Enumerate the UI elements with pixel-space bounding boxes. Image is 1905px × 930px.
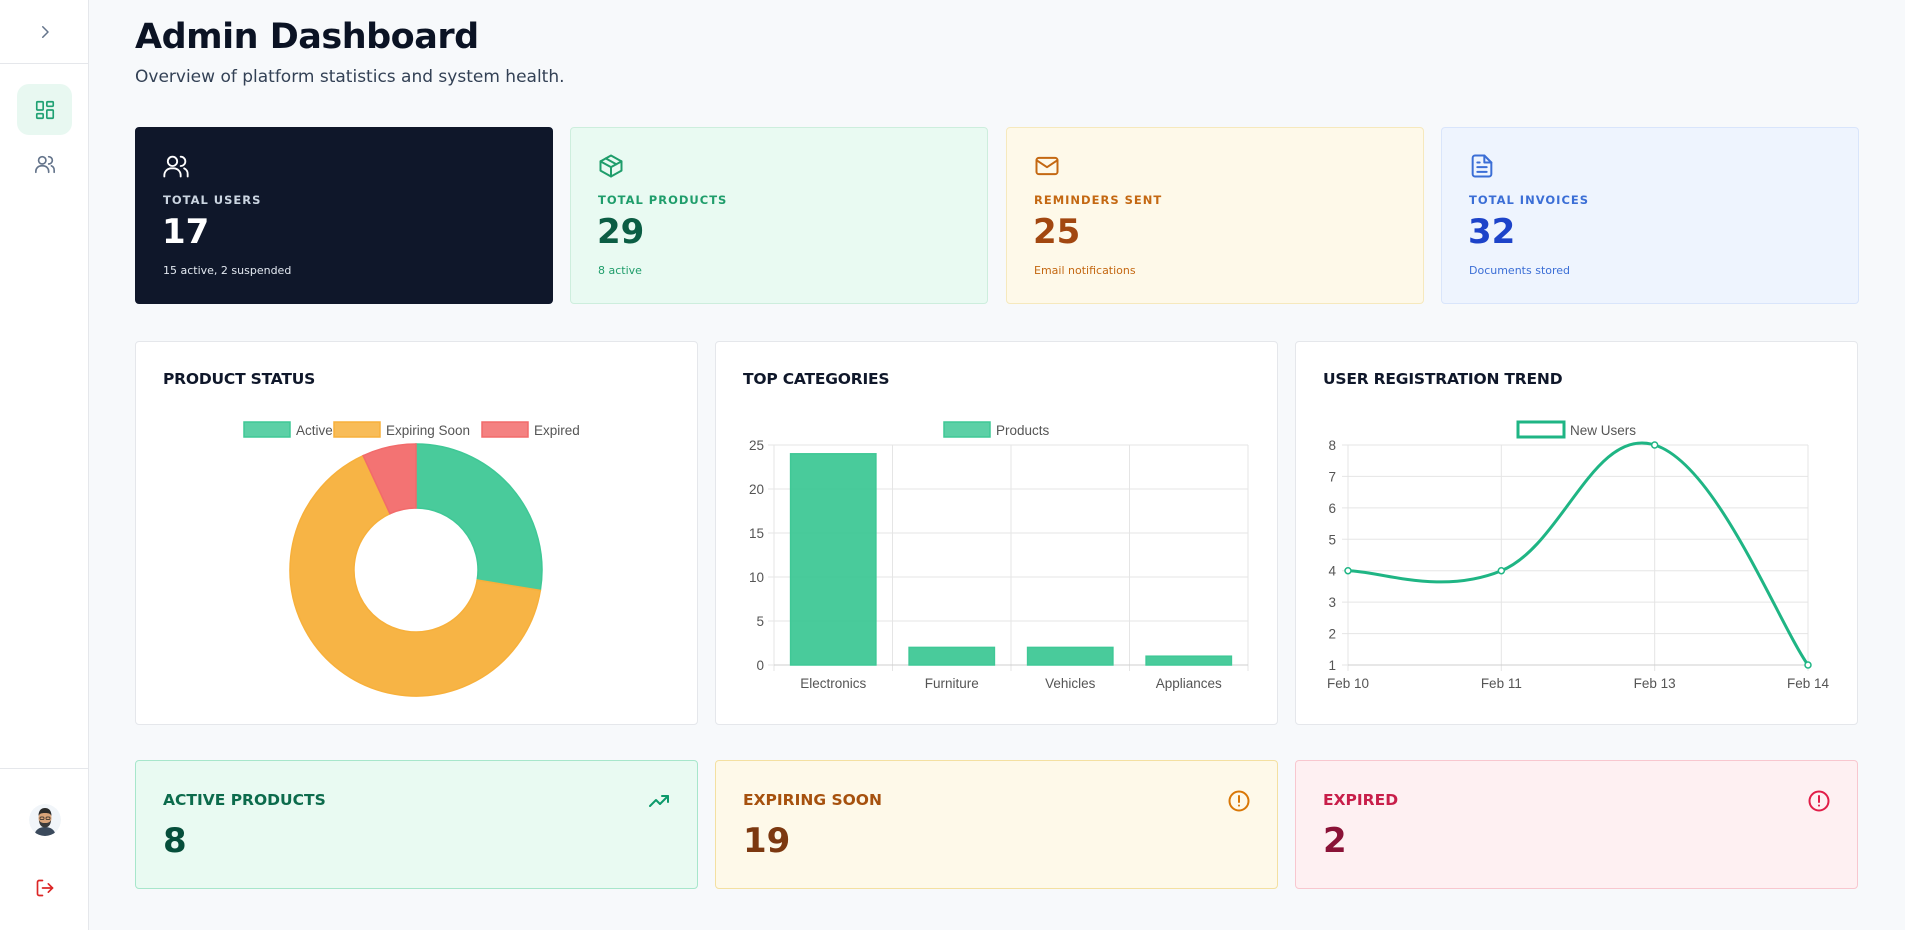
logout-button[interactable] xyxy=(30,873,60,903)
legend-label: Expiring Soon xyxy=(386,423,470,438)
stat-subtext: Documents stored xyxy=(1469,264,1571,277)
y-tick-label: 25 xyxy=(749,438,764,453)
panel-product-status: PRODUCT STATUS Active Expiring Soon Expire… xyxy=(135,341,698,725)
sidebar-footer xyxy=(0,768,89,930)
x-tick-label: Feb 10 xyxy=(1327,676,1369,691)
alert-circle-icon xyxy=(1228,790,1250,812)
legend-swatch xyxy=(943,421,991,438)
sidebar-item-dashboard[interactable] xyxy=(17,84,72,135)
avatar-image xyxy=(29,804,61,836)
bar-vehicles xyxy=(1026,646,1114,666)
stat-label: TOTAL USERS xyxy=(163,193,262,207)
panel-title: TOP CATEGORIES xyxy=(743,370,890,388)
series-line-new-users xyxy=(1347,441,1810,666)
x-tick-label: Feb 13 xyxy=(1634,676,1676,691)
chevron-right-icon xyxy=(41,25,49,38)
stat-card-total-products: TOTAL PRODUCTS 29 8 active xyxy=(570,127,988,304)
legend-swatch xyxy=(333,421,381,438)
bar-appliances xyxy=(1145,655,1233,666)
stat-card-reminders-sent: REMINDERS SENT 25 Email notifications xyxy=(1006,127,1424,304)
x-tick-label: Vehicles xyxy=(1045,676,1096,691)
status-label: EXPIRING SOON xyxy=(743,791,882,809)
legend-swatch xyxy=(1516,420,1566,439)
x-tick-label: Furniture xyxy=(925,676,979,691)
doughnut-slice-expiring-soon xyxy=(289,454,542,697)
stat-value: 25 xyxy=(1033,212,1081,252)
user-avatar[interactable] xyxy=(29,804,61,836)
y-tick-label: 15 xyxy=(749,526,764,541)
y-tick-label: 5 xyxy=(756,614,764,629)
stat-label: REMINDERS SENT xyxy=(1034,193,1163,207)
mail-icon xyxy=(1035,156,1059,176)
y-tick-label: 1 xyxy=(1328,658,1336,673)
x-tick-label: Electronics xyxy=(800,676,866,691)
stat-subtext: 15 active, 2 suspended xyxy=(163,264,292,277)
file-text-icon xyxy=(1471,154,1493,178)
panel-title: USER REGISTRATION TREND xyxy=(1323,370,1563,388)
stat-value: 32 xyxy=(1468,212,1516,252)
legend-label: New Users xyxy=(1570,423,1636,438)
data-point xyxy=(1650,441,1659,449)
legend-label: Expired xyxy=(534,423,580,438)
bar-furniture xyxy=(908,646,996,666)
y-tick-label: 10 xyxy=(749,570,764,585)
panel-registration-trend: USER REGISTRATION TREND New Users 1 2 3 4 5 6 7… xyxy=(1295,341,1858,725)
stat-label: TOTAL INVOICES xyxy=(1469,193,1590,207)
data-point xyxy=(1804,661,1812,669)
y-tick-label: 6 xyxy=(1328,501,1336,516)
status-card-expired: EXPIRED 2 xyxy=(1295,760,1858,889)
y-tick-label: 2 xyxy=(1328,627,1336,642)
alert-circle-icon xyxy=(1808,790,1830,812)
package-icon xyxy=(599,154,623,178)
status-label: ACTIVE PRODUCTS xyxy=(163,791,326,809)
stat-value: 17 xyxy=(162,212,210,252)
legend-swatch xyxy=(481,421,529,438)
top-categories-bar-chart: Products 0 5 10 15 20 25 Electronics Furniture Ve… xyxy=(749,421,1249,691)
doughnut-slice-expired xyxy=(362,443,417,515)
y-tick-label: 4 xyxy=(1328,564,1336,579)
logout-icon xyxy=(36,879,54,897)
product-status-doughnut-chart: Active Expiring Soon Expired xyxy=(243,421,580,697)
x-tick-label: Feb 14 xyxy=(1787,676,1830,691)
status-value: 8 xyxy=(163,821,187,861)
stat-label: TOTAL PRODUCTS xyxy=(598,193,728,207)
users-icon xyxy=(34,155,55,173)
doughnut-slice-active xyxy=(415,443,543,592)
y-tick-label: 8 xyxy=(1328,438,1336,453)
y-tick-label: 7 xyxy=(1328,469,1336,484)
data-point xyxy=(1497,566,1506,575)
grid-icon xyxy=(35,100,54,119)
status-card-expiring-soon: EXPIRING SOON 19 xyxy=(715,760,1278,889)
x-tick-label: Appliances xyxy=(1156,676,1222,691)
registration-trend-line-chart: New Users 1 2 3 4 5 6 7 8 Feb 10 Feb 11 Feb 13 Feb 1… xyxy=(1327,420,1830,691)
sidebar-item-users[interactable] xyxy=(17,138,72,189)
panel-title: PRODUCT STATUS xyxy=(163,370,316,388)
y-tick-label: 0 xyxy=(756,658,764,673)
stat-subtext: 8 active xyxy=(598,264,642,277)
y-tick-label: 20 xyxy=(749,482,764,497)
status-label: EXPIRED xyxy=(1323,791,1399,809)
stat-subtext: Email notifications xyxy=(1034,264,1136,277)
trending-up-icon xyxy=(649,795,669,807)
data-point xyxy=(1344,566,1352,575)
y-tick-label: 3 xyxy=(1328,595,1336,610)
panel-top-categories: TOP CATEGORIES Products 0 5 10 15 20 25 Electro… xyxy=(715,341,1278,725)
bar-electronics xyxy=(789,453,877,666)
stat-value: 29 xyxy=(597,212,645,252)
legend-label: Active xyxy=(296,423,333,438)
x-tick-label: Feb 11 xyxy=(1481,676,1522,691)
legend-swatch xyxy=(243,421,291,438)
sidebar-toggle-button[interactable] xyxy=(0,0,89,64)
status-card-active-products: ACTIVE PRODUCTS 8 xyxy=(135,760,698,889)
stat-card-total-invoices: TOTAL INVOICES 32 Documents stored xyxy=(1441,127,1859,304)
page-title: Admin Dashboard xyxy=(135,17,479,57)
legend-label: Products xyxy=(996,423,1050,438)
y-tick-label: 5 xyxy=(1328,532,1336,547)
status-value: 2 xyxy=(1323,821,1347,861)
users-icon xyxy=(163,155,189,178)
status-value: 19 xyxy=(743,821,791,861)
stat-card-total-users: TOTAL USERS 17 15 active, 2 suspended xyxy=(135,127,553,304)
page-subtitle: Overview of platform statistics and syst… xyxy=(135,67,565,87)
sidebar xyxy=(0,0,89,930)
